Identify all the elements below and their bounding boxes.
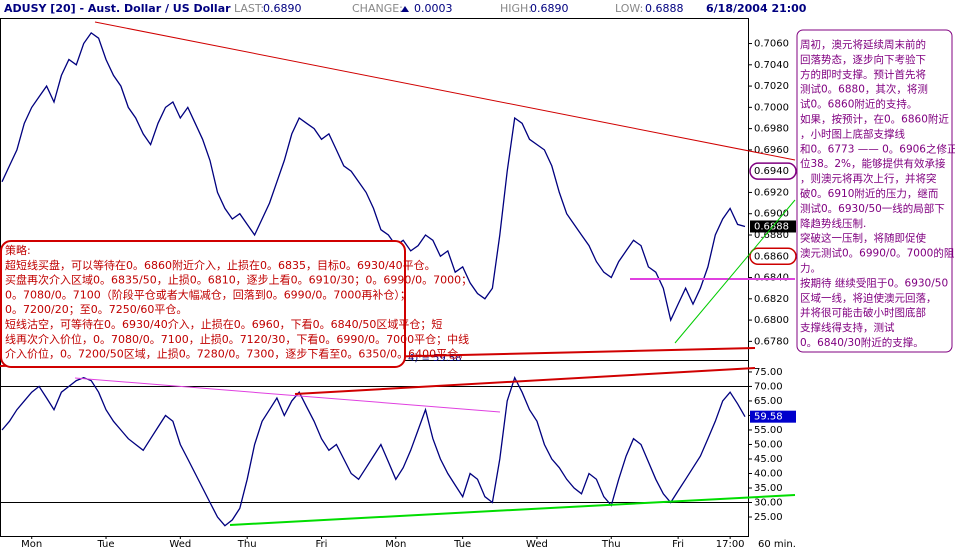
axis-marker-label: 0.6888 — [754, 221, 789, 232]
indicator-label: 4) = 59.58 — [408, 353, 462, 364]
x-tick-label: Tue — [453, 539, 471, 550]
outlook-line: 周初，澳元将延续周末前的 — [800, 38, 926, 51]
strategy-line: 线再次介入价位，0。7080/0。7100，止损0。7120/30，下看0。69… — [5, 332, 469, 346]
y-tick-label: 45.00 — [754, 454, 783, 465]
y-tick-label: 0.6820 — [754, 294, 789, 305]
y-tick-label: 40.00 — [754, 468, 783, 479]
low: 0.6888 — [645, 2, 684, 15]
outlook-line: 突破这一压制，将随即促使 — [800, 232, 926, 245]
outlook-line: 和0。6773 —— 0。6906之修正 — [800, 142, 955, 155]
y-tick-label: 50.00 — [754, 439, 783, 450]
strategy-line: 介入价位，0。7200/50区域，止损0。7280/0。7300，逐步下看至0。… — [5, 347, 469, 361]
x-axis-label: 60 min. — [758, 539, 796, 550]
high-label: HIGH: — [500, 2, 532, 15]
strategy-box — [0, 240, 406, 368]
outlook-line: ，则澳元将再次上行，并将突 — [800, 172, 937, 185]
strategy-line: 买盘再次介入区域0。6835/50，止损0。6810，逐步上看0。6910/30… — [5, 273, 472, 287]
axis-marker-label: 59.58 — [754, 412, 783, 423]
outlook-line: 降趋势线压制. — [800, 217, 866, 230]
x-tick-label: Thu — [237, 539, 257, 550]
outlook-line: 测试0。6880，其次，将测 — [800, 83, 928, 96]
strategy-line: 0。7200/20；至0。7250/60平仓。 — [5, 302, 187, 316]
last: 0.6890 — [263, 2, 302, 15]
x-tick-label: Wed — [526, 539, 548, 550]
y-tick-label: 35.00 — [754, 483, 783, 494]
y-tick-label: 25.00 — [754, 512, 783, 523]
y-tick-label: 0.6920 — [754, 187, 789, 198]
outlook-line: 测试0。6930/50一线的局部下 — [800, 202, 945, 215]
rsi-trend-line — [229, 494, 796, 526]
axis-marker-label: 0.6940 — [754, 166, 789, 177]
outlook-line: 力。 — [800, 262, 821, 275]
outlook-line: 回落势态，逐步向下考验下 — [800, 53, 926, 66]
x-tick-label: Thu — [601, 539, 621, 550]
outlook-line: 如果，按预计，在0。6860附近 — [800, 113, 949, 126]
trend-line — [674, 199, 796, 344]
y-tick-label: 0.6880 — [754, 230, 789, 241]
last-label: LAST: — [234, 2, 264, 15]
axis-marker-label: 0.6860 — [754, 251, 789, 262]
y-tick-label: 30.00 — [754, 498, 783, 509]
y-tick-label: 0.6960 — [754, 145, 789, 156]
low-label: LOW: — [615, 2, 643, 15]
y-tick-label: 75.00 — [754, 367, 783, 378]
y-tick-label: 0.6900 — [754, 209, 789, 220]
strategy-line: 0。7080/0。7100（阶段平仓或者大幅减仓，回落到0。6990/0。700… — [5, 287, 411, 301]
outlook-line: 试0。6860附近的支持。 — [800, 98, 917, 111]
y-tick-label: 0.6780 — [754, 336, 789, 347]
strategy-line: 策略: — [5, 243, 31, 257]
high: 0.6890 — [530, 2, 569, 15]
x-tick-label: Wed — [169, 539, 191, 550]
x-tick-label: Fri — [316, 539, 328, 550]
x-tick-label: Fri — [672, 539, 684, 550]
change-label: CHANGE: — [352, 2, 403, 15]
strategy-line: 短线沽空，可等待在0。6930/40介入，止损在0。6960，下看0。6840/… — [5, 317, 442, 331]
y-tick-label: 0.6800 — [754, 315, 789, 326]
axis-marker — [749, 247, 797, 266]
outlook-line: 0。6840/30附近的支撑。 — [800, 336, 924, 349]
date: 6/18/2004 21:00 — [706, 2, 807, 15]
outlook-line: ，小时图上底部支撑线 — [800, 127, 905, 140]
rsi-trend-line — [294, 367, 756, 395]
x-tick-label: 17:00 — [716, 539, 745, 550]
axis-marker — [750, 410, 796, 423]
strategy-line: 超短线买盘，可以等待在0。6860附近介入，止损在0。6835，目标0。6930… — [5, 258, 436, 272]
rsi-trend-line — [74, 377, 501, 413]
series-line — [1, 376, 746, 527]
change: 0.0003 — [414, 2, 453, 15]
y-tick-label: 0.6980 — [754, 124, 789, 135]
trend-line — [94, 21, 796, 161]
outlook-line: 方的即时支撑。预计首先将 — [800, 68, 926, 81]
y-tick-label: 65.00 — [754, 396, 783, 407]
outlook-line: 并将很可能击破小时图底部 — [800, 306, 926, 319]
up-arrow — [401, 6, 409, 12]
y-tick-label: 0.7060 — [754, 39, 789, 50]
outlook-line: 按期待 继续受阻于0。6930/50 — [800, 276, 948, 289]
outlook-line: 位38。2%，能够提供有效承接 — [800, 157, 946, 170]
x-tick-label: Mon — [385, 539, 406, 550]
y-tick-label: 0.7040 — [754, 60, 789, 71]
outlook-line: 澳元测试0。6990/0。7000的阻 — [800, 247, 955, 260]
x-tick-label: Tue — [96, 539, 114, 550]
outlook-line: 区域一线，将迫使澳元回落， — [800, 291, 937, 304]
outlook-box — [796, 29, 953, 353]
symbol: ADUSY [20] - Aust. Dollar / US Dollar — [4, 2, 231, 15]
outlook-line: 破0。6910附近的压力，继而 — [800, 187, 938, 200]
y-tick-label: 0.7020 — [754, 81, 789, 92]
outlook-line: 支撑线得支持，测试 — [800, 321, 895, 334]
y-tick-label: 55.00 — [754, 425, 783, 436]
x-tick-label: Mon — [21, 539, 42, 550]
series-line — [1, 31, 746, 323]
y-tick-label: 70.00 — [754, 381, 783, 392]
axis-marker — [749, 162, 797, 180]
y-tick-label: 0.7000 — [754, 102, 789, 113]
